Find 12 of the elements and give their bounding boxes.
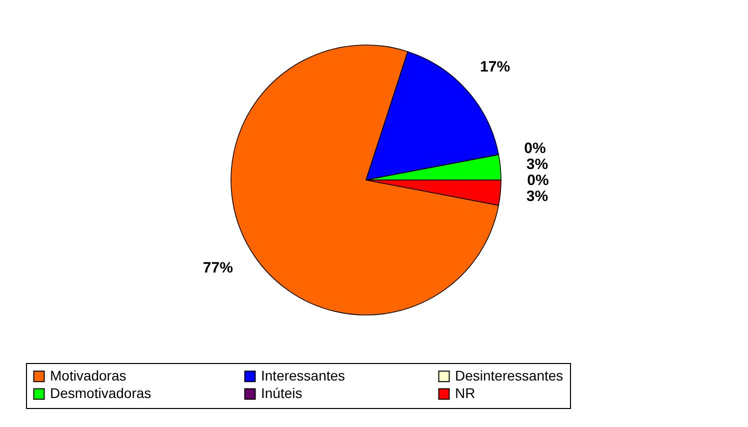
- text: 0%: [527, 172, 549, 189]
- legend-label: Desinteressantes: [455, 367, 564, 384]
- legend-label: Inúteis: [261, 385, 302, 401]
- legend-label: Motivadoras: [50, 367, 126, 384]
- data-label: 17%: [480, 58, 510, 76]
- data-label: 77%: [202, 260, 233, 277]
- legend-label: NR: [455, 385, 476, 401]
- legend-label: Interessantes: [261, 367, 346, 384]
- text: 0%: [524, 140, 546, 157]
- data-label: 3%: [526, 188, 548, 206]
- legend-label: Desmotivadoras: [50, 385, 152, 401]
- data-label: 3%: [526, 156, 548, 173]
